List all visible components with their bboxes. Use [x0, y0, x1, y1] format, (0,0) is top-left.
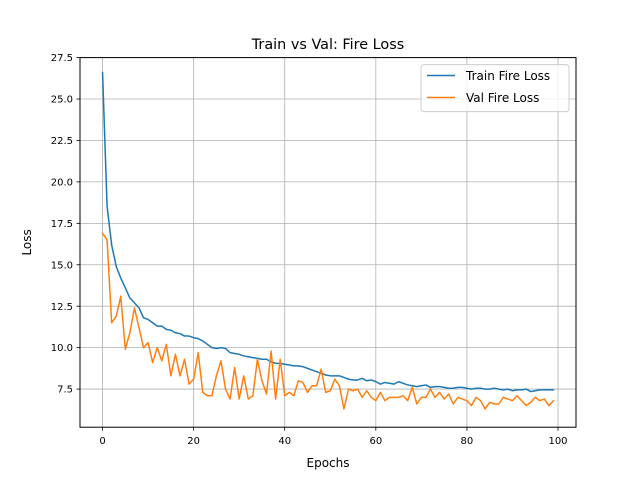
- x-axis: 0 20 40 60 80 100: [99, 427, 568, 447]
- y-tick-label: 22.5: [51, 136, 73, 147]
- y-tick-label: 17.5: [51, 219, 73, 230]
- x-tick-label: 60: [369, 436, 382, 447]
- chart-title: Train vs Val: Fire Loss: [251, 37, 404, 53]
- grid: [80, 57, 576, 428]
- y-tick-label: 25.0: [51, 95, 73, 106]
- x-tick-label: 0: [99, 436, 105, 447]
- x-tick-label: 40: [278, 436, 291, 447]
- x-tick-label: 100: [548, 436, 567, 447]
- x-axis-label: Epochs: [307, 456, 350, 470]
- y-tick-label: 20.0: [51, 178, 73, 189]
- train-fire-loss-line: [101, 71, 555, 393]
- legend-label-train: Train Fire Loss: [465, 69, 550, 83]
- legend-label-val: Val Fire Loss: [466, 91, 539, 105]
- val-fire-loss-line: [101, 232, 555, 410]
- legend: Train Fire Loss Val Fire Loss: [420, 64, 570, 113]
- y-tick-label: 27.5: [51, 53, 73, 64]
- x-tick-label: 20: [187, 436, 200, 447]
- y-tick-label: 12.5: [51, 302, 73, 313]
- plot-frame: [79, 57, 577, 428]
- y-tick-label: 7.5: [57, 385, 73, 396]
- series-lines: [101, 71, 555, 410]
- y-axis-label: Loss: [20, 229, 34, 255]
- legend-box: [420, 64, 570, 113]
- y-axis: 7.5 10.0 12.5 15.0 17.5 20.0 22.5 25.0 27.5: [51, 53, 80, 396]
- x-tick-label: 80: [461, 436, 474, 447]
- y-tick-label: 10.0: [51, 343, 73, 354]
- y-tick-label: 15.0: [51, 260, 73, 271]
